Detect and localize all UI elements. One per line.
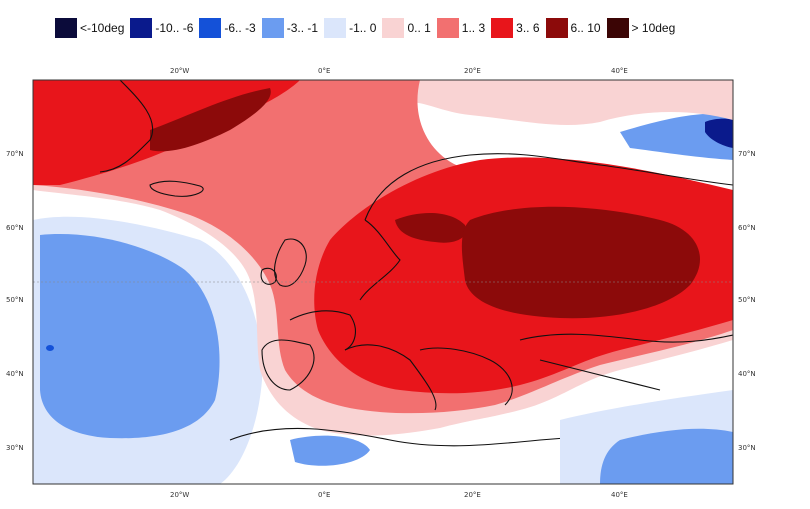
legend-swatch [199,18,222,38]
lat-label-left: 40°N [6,370,24,378]
lon-label-top: 20°E [464,67,481,75]
lat-label-left: 50°N [6,296,24,304]
legend-swatch [130,18,153,38]
legend-item: -10.. -6 [130,16,193,40]
legend-swatch [261,18,284,38]
legend-label: -1.. 0 [349,21,377,35]
lon-label-top: 40°E [611,67,628,75]
legend-item: 1.. 3 [436,16,486,40]
lon-label-bottom: 20°E [464,491,481,499]
legend-label: > 10deg [631,21,676,35]
lon-label-top: 0°E [318,67,330,75]
legend-item: 0.. 1 [382,16,431,40]
legend-label: -6.. -3 [224,21,256,35]
lat-label-right: 70°N [738,150,756,158]
lat-label-left: 70°N [6,150,24,158]
map-frame [32,79,734,485]
legend-item: -3.. -1 [261,16,319,40]
lon-label-bottom: 20°W [170,491,189,499]
lat-label-left: 60°N [6,224,24,232]
lon-label-top: 20°W [170,67,189,75]
legend-swatch [324,18,347,38]
lat-label-left: 30°N [6,444,24,452]
legend-label: <-10deg [80,21,125,35]
cold-core-arctic [705,118,733,148]
legend-item: <-10deg [55,16,124,40]
legend-swatch [436,18,459,38]
lon-label-bottom: 40°E [611,491,628,499]
legend-item: 6.. 10 [545,16,601,40]
legend-item: -6.. -3 [199,16,256,40]
legend-label: 0.. 1 [407,21,431,35]
legend-swatch [491,18,514,38]
legend-label: 3.. 6 [516,21,540,35]
anomaly-map: 20°W 0°E 20°E 40°E 20°W 0°E 20°E 40°E 70… [0,60,810,504]
lon-label-bottom: 0°E [318,491,330,499]
warm-core-scandinavia [395,213,466,243]
legend-label: 6.. 10 [570,21,601,35]
lat-label-right: 40°N [738,370,756,378]
warm-core-greenland [150,88,271,152]
cold-core-east [600,428,733,484]
cold-region-arctic [620,113,733,160]
cold-spot-atlantic [46,345,54,351]
lat-label-right: 50°N [738,296,756,304]
legend-item: > 10deg [606,16,676,40]
cold-core-atlantic [40,234,220,439]
legend-label: -3.. -1 [286,21,319,35]
cold-spot-africa [290,435,370,466]
legend-swatch [545,18,568,38]
legend-item: 3.. 6 [491,16,540,40]
legend-item: -1.. 0 [324,16,376,40]
legend-swatch [55,18,77,38]
map-svg: 20°W 0°E 20°E 40°E 20°W 0°E 20°E 40°E 70… [6,67,756,499]
warm-core-russia [461,206,700,319]
legend-swatch [606,18,629,38]
legend-label: 1.. 3 [461,21,486,35]
color-legend: <-10deg -10.. -6 -6.. -3 -3.. -1 -1.. 0 0.. 1… [55,16,795,40]
lat-label-right: 30°N [738,444,756,452]
legend-swatch [382,18,405,38]
legend-label: -10.. -6 [155,21,194,35]
lat-label-right: 60°N [738,224,756,232]
